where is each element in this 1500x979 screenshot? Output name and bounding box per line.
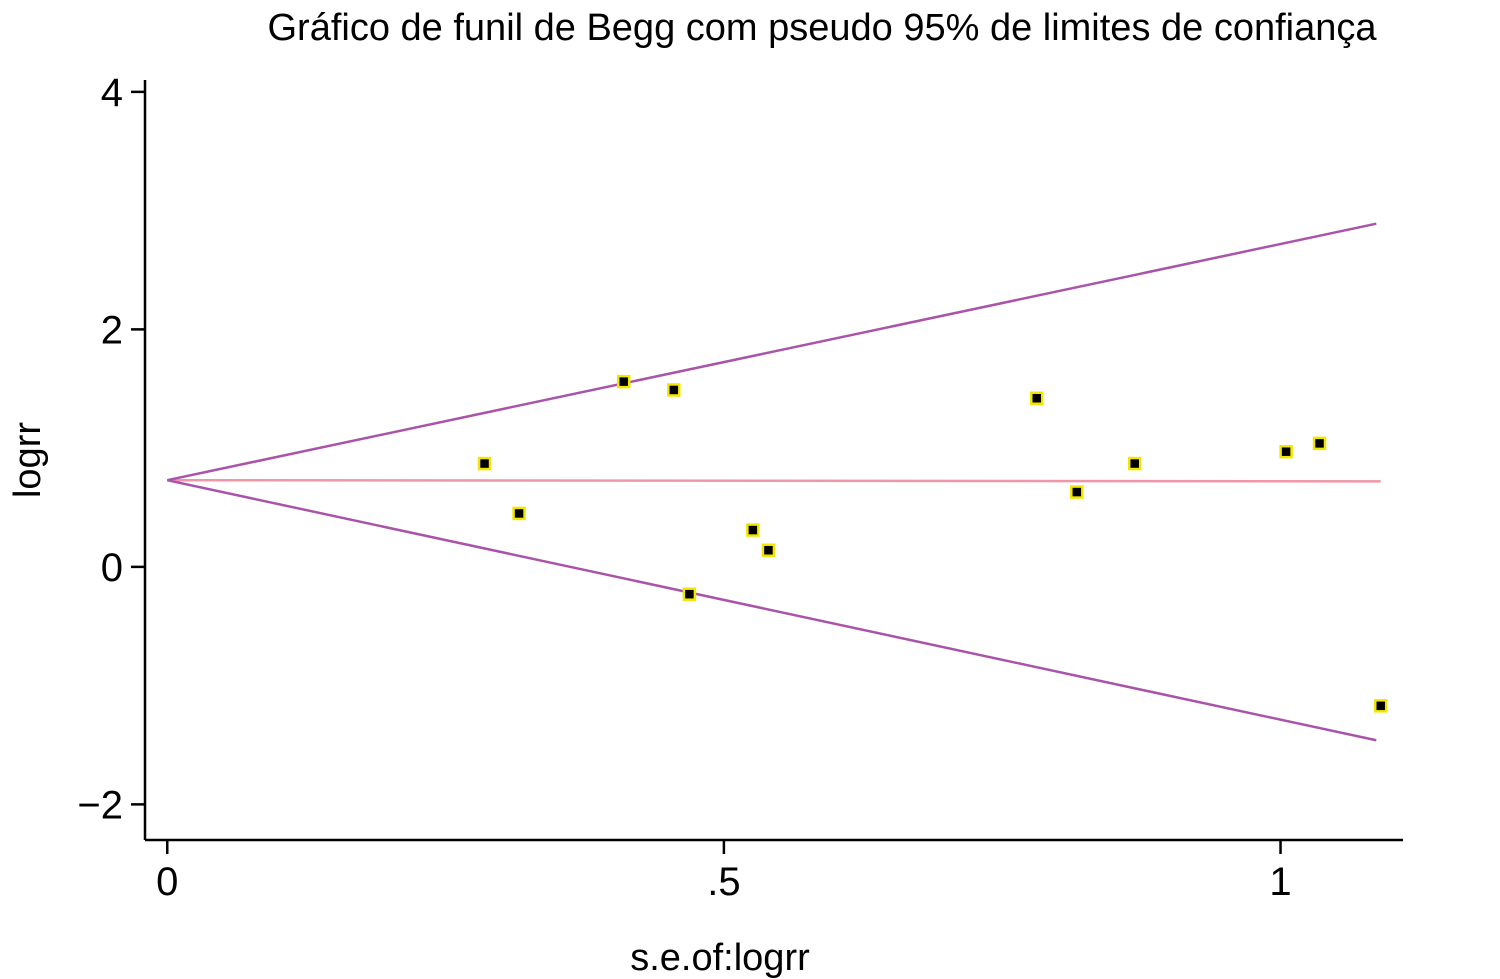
- study-point: [682, 587, 697, 601]
- y-tick-label: −2: [77, 783, 123, 827]
- pooled-estimate-line: [167, 478, 1381, 483]
- y-tick-label: 2: [101, 308, 123, 352]
- upper-confidence-limit-line: [167, 222, 1377, 482]
- study-point: [667, 383, 681, 397]
- y-tick-label: 4: [101, 71, 123, 115]
- x-tick-label: 0: [156, 860, 178, 904]
- study-point: [1070, 485, 1084, 499]
- study-point: [616, 374, 631, 389]
- study-point: [746, 523, 760, 537]
- study-point: [477, 456, 492, 471]
- study-point: [761, 543, 776, 557]
- study-point: [512, 506, 526, 521]
- x-tick-label: 1: [1269, 860, 1291, 904]
- x-tick-label: .5: [707, 860, 740, 904]
- study-point: [1279, 444, 1293, 459]
- study-point: [1127, 456, 1142, 471]
- chart-title: Gráfico de funil de Begg com pseudo 95% …: [268, 7, 1378, 49]
- plot-area: [167, 222, 1388, 742]
- study-point: [1029, 391, 1044, 405]
- study-point: [1312, 436, 1327, 451]
- axes: 0 .5 1 −2 0 2 4: [77, 71, 1403, 904]
- y-tick-label: 0: [101, 546, 123, 590]
- lower-confidence-limit-line: [167, 478, 1377, 742]
- y-axis-title: logrr: [7, 422, 49, 498]
- study-point: [1373, 699, 1388, 713]
- x-axis-title: s.e.of:logrr: [630, 937, 810, 979]
